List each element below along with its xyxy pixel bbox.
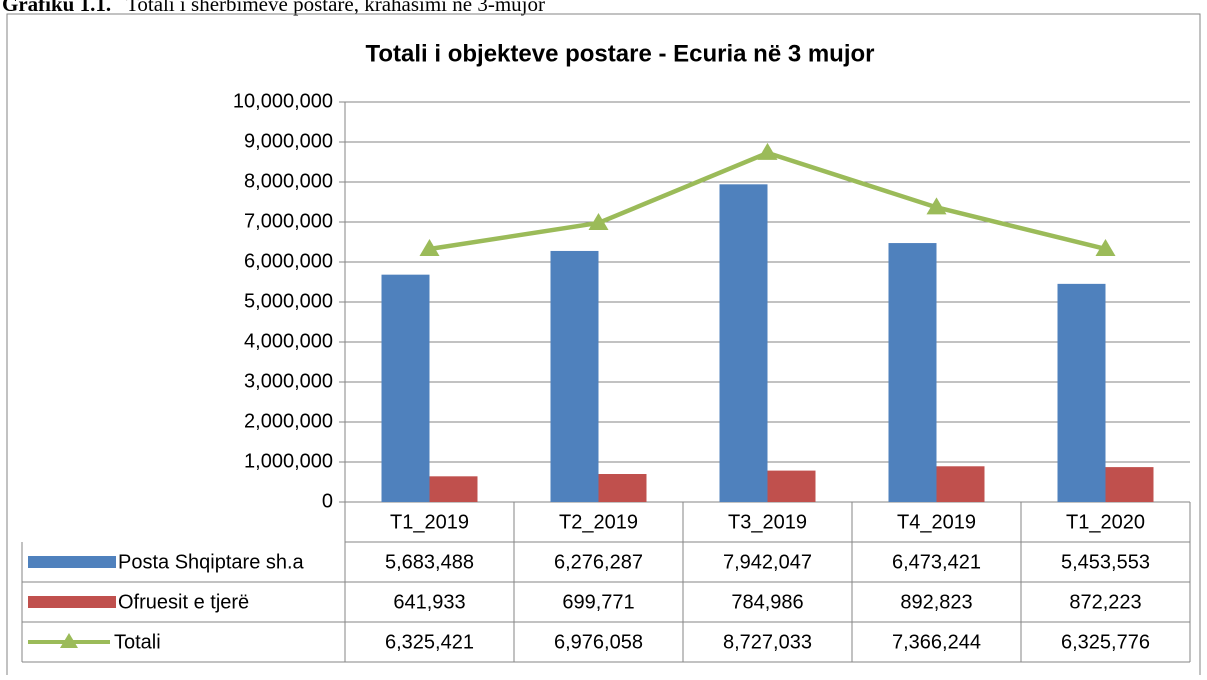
legend-label: Ofruesit e tjerë bbox=[118, 591, 249, 613]
y-tick-label: 2,000,000 bbox=[244, 410, 333, 432]
x-tick-label: T1_2019 bbox=[390, 511, 469, 533]
table-value: 699,771 bbox=[562, 591, 634, 613]
table-value: 5,453,553 bbox=[1061, 551, 1150, 573]
table-value: 872,223 bbox=[1069, 591, 1141, 613]
y-tick-label: 4,000,000 bbox=[244, 330, 333, 352]
line-marker bbox=[757, 142, 778, 160]
table-value: 7,942,047 bbox=[723, 551, 812, 573]
bar bbox=[767, 470, 816, 502]
legend-marker bbox=[60, 633, 78, 648]
bar bbox=[598, 474, 647, 502]
y-tick-label: 5,000,000 bbox=[244, 290, 333, 312]
table-value: 6,976,058 bbox=[554, 631, 643, 653]
bar bbox=[936, 466, 985, 502]
bar bbox=[550, 250, 599, 502]
legend-label: Posta Shqiptare sh.a bbox=[118, 551, 305, 573]
line-marker bbox=[419, 238, 440, 256]
legend-swatch bbox=[28, 556, 116, 568]
y-tick-label: 10,000,000 bbox=[233, 90, 333, 112]
bar bbox=[381, 274, 430, 502]
caption-text: Totali i shërbimeve postare, krahasimi n… bbox=[126, 0, 545, 16]
table-value: 6,325,421 bbox=[385, 631, 474, 653]
y-tick-label: 9,000,000 bbox=[244, 130, 333, 152]
x-tick-label: T2_2019 bbox=[559, 511, 638, 533]
table-value: 784,986 bbox=[731, 591, 803, 613]
table-value: 6,276,287 bbox=[554, 551, 643, 573]
y-tick-label: 0 bbox=[322, 490, 333, 512]
x-tick-label: T1_2020 bbox=[1066, 511, 1145, 533]
legend-swatch bbox=[28, 596, 116, 608]
bar bbox=[1057, 283, 1106, 502]
bar bbox=[719, 184, 768, 502]
table-value: 5,683,488 bbox=[385, 551, 474, 573]
line-marker bbox=[926, 197, 947, 215]
table-value: 641,933 bbox=[393, 591, 465, 613]
y-tick-label: 7,000,000 bbox=[244, 210, 333, 232]
y-tick-label: 3,000,000 bbox=[244, 370, 333, 392]
table-value: 892,823 bbox=[900, 591, 972, 613]
chart-title: Totali i objekteve postare - Ecuria në 3… bbox=[365, 40, 874, 67]
y-tick-label: 6,000,000 bbox=[244, 250, 333, 272]
table-value: 7,366,244 bbox=[892, 631, 981, 653]
legend-label: Totali bbox=[114, 631, 161, 653]
table-value: 6,473,421 bbox=[892, 551, 981, 573]
caption-label: Grafiku 1.1. bbox=[2, 0, 111, 16]
line-marker bbox=[588, 212, 609, 230]
chart-border bbox=[6, 13, 1201, 680]
bar bbox=[888, 243, 937, 502]
bar bbox=[429, 476, 478, 502]
x-tick-label: T4_2019 bbox=[897, 511, 976, 533]
y-tick-label: 8,000,000 bbox=[244, 170, 333, 192]
table-value: 6,325,776 bbox=[1061, 631, 1150, 653]
bar bbox=[1105, 467, 1154, 502]
y-tick-label: 1,000,000 bbox=[244, 450, 333, 472]
table-value: 8,727,033 bbox=[723, 631, 812, 653]
line-marker bbox=[1095, 238, 1116, 256]
x-tick-label: T3_2019 bbox=[728, 511, 807, 533]
